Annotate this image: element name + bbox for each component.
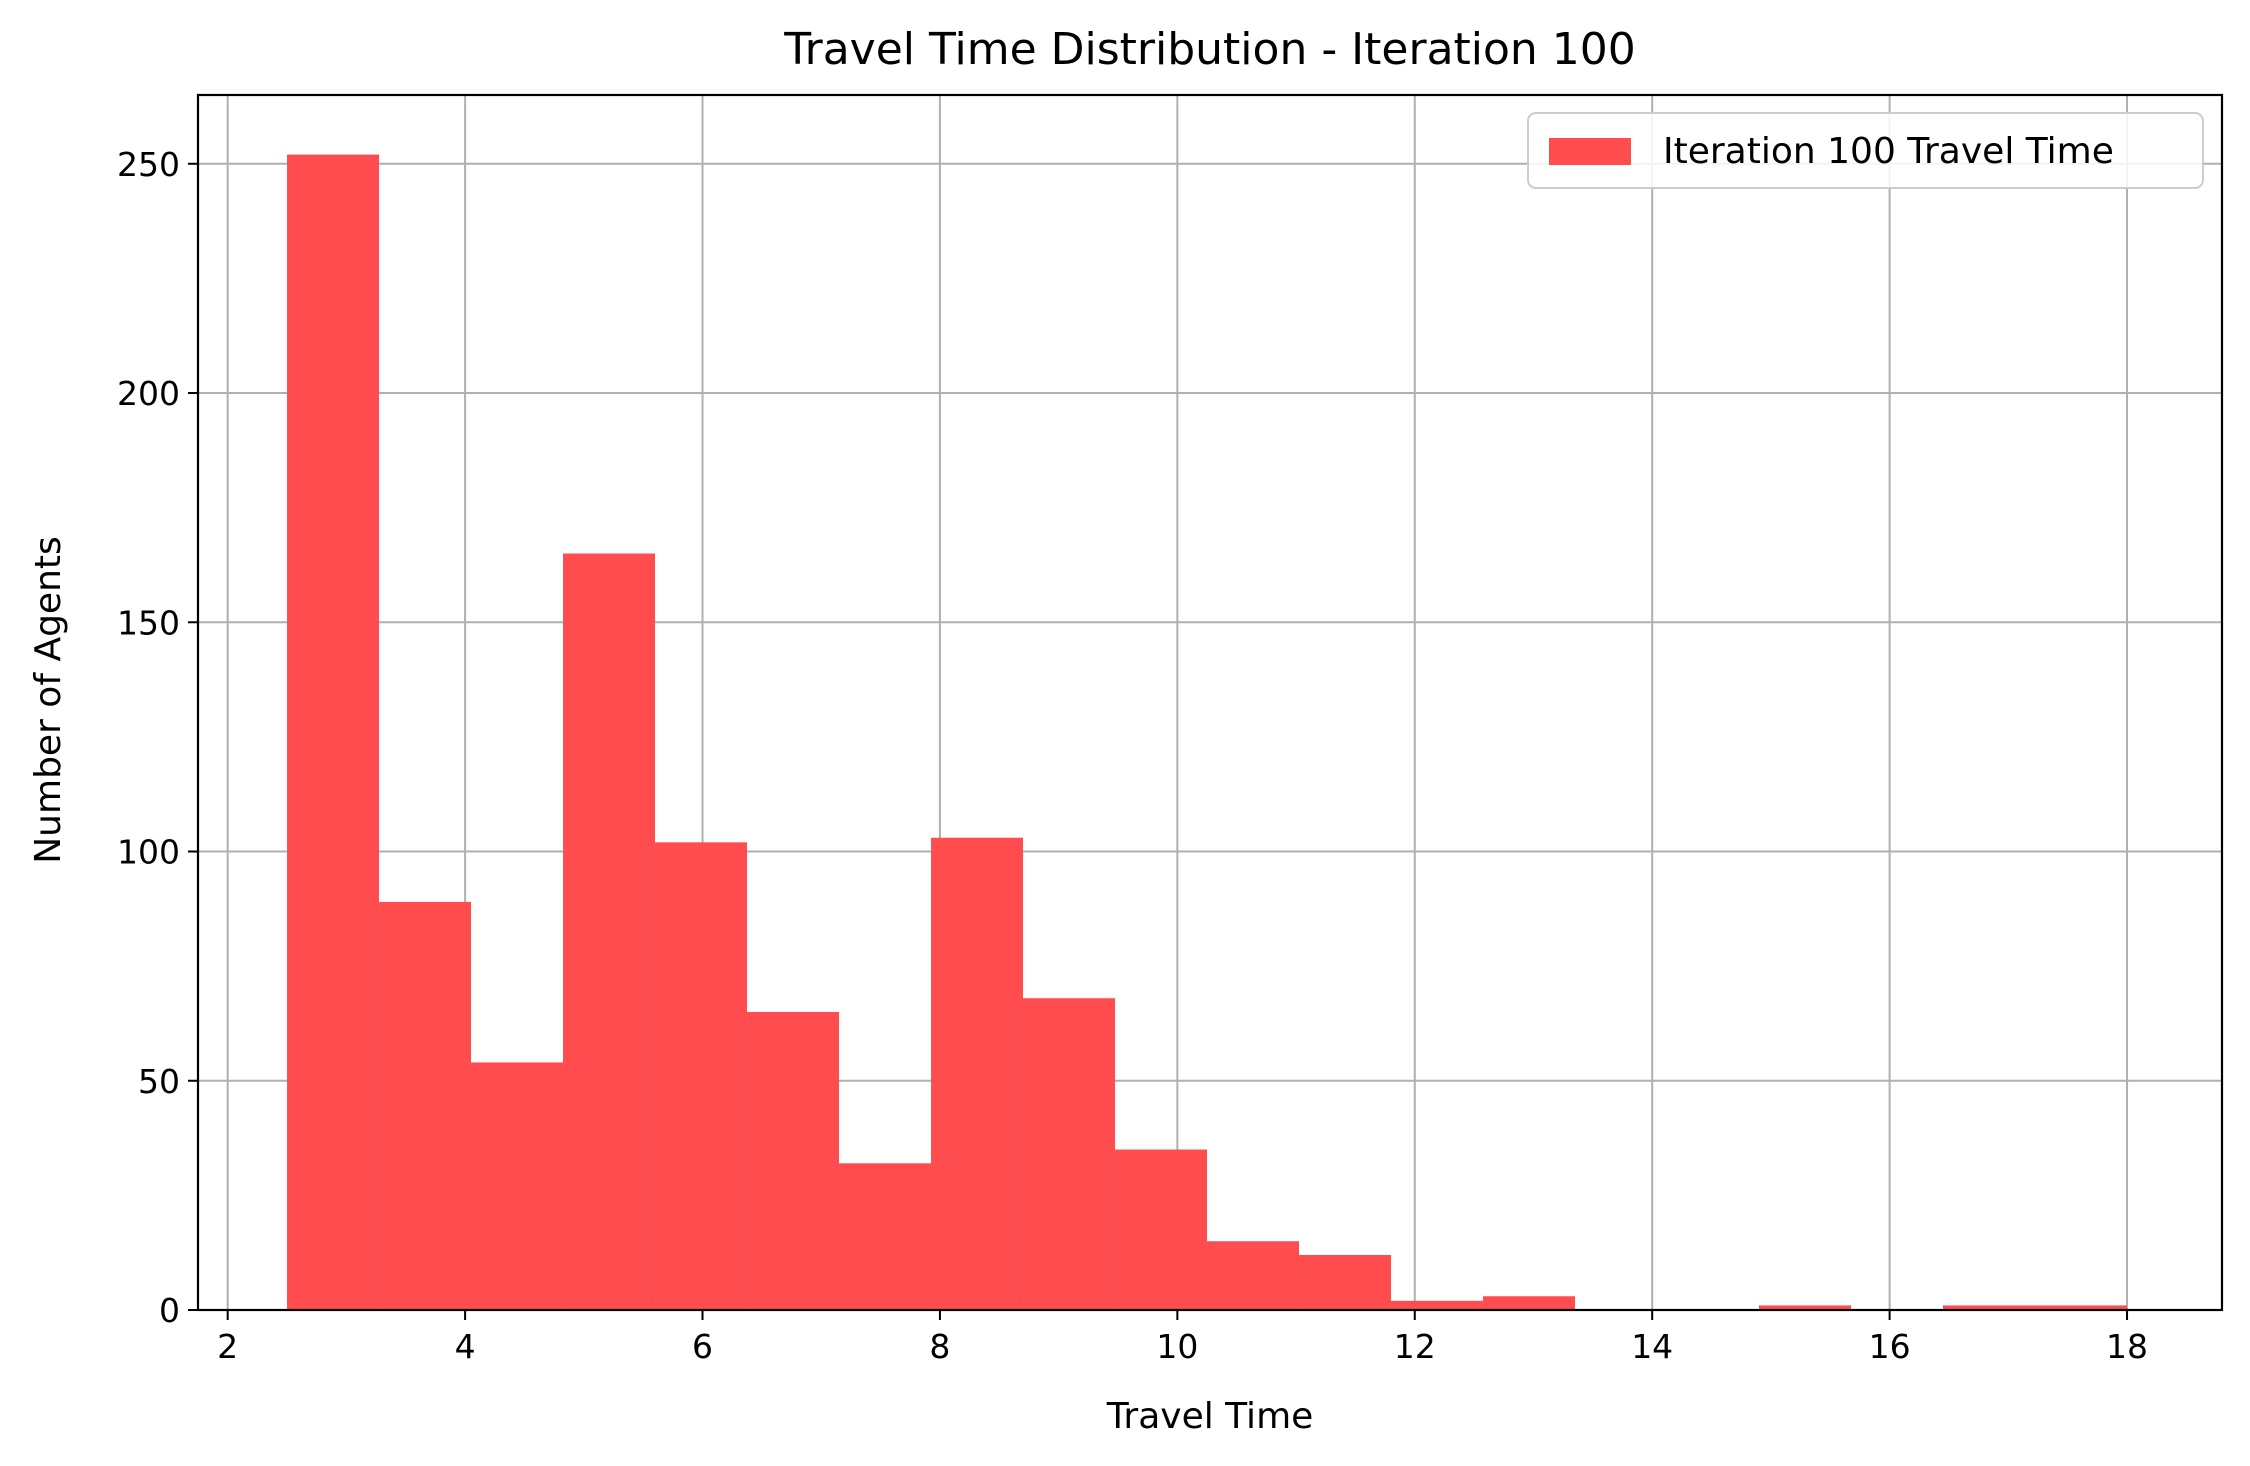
histogram-bar	[1023, 998, 1116, 1310]
histogram-bar	[1299, 1254, 1392, 1310]
histogram-bar	[563, 553, 656, 1310]
legend-box	[1527, 112, 2204, 189]
y-tick-label: 150	[117, 603, 180, 642]
histogram-bar	[379, 901, 472, 1310]
histogram-bar	[287, 154, 380, 1311]
legend-label: Iteration 100 Travel Time	[1663, 131, 2114, 172]
x-tick-label: 4	[455, 1327, 476, 1366]
y-tick-label: 50	[138, 1062, 180, 1101]
y-tick-label: 0	[159, 1291, 180, 1330]
histogram-bar	[931, 837, 1024, 1310]
axis-ticks: 2 4 6 8 10 12 14 16 18 0 50 100 150 200 250	[117, 145, 2148, 1366]
y-tick-label: 250	[117, 145, 180, 184]
x-axis-label: Travel Time	[1106, 1396, 1314, 1437]
histogram-bar	[1115, 1149, 1208, 1310]
x-tick-label: 6	[692, 1327, 713, 1366]
histogram-bar	[747, 1011, 840, 1310]
histogram-bar	[839, 1163, 932, 1310]
chart-title: Travel Time Distribution - Iteration 100	[783, 24, 1636, 75]
y-tick-label: 200	[117, 374, 180, 413]
legend-swatch	[1549, 138, 1631, 165]
histogram-bar	[2035, 1305, 2128, 1310]
histogram-bar	[1391, 1300, 1484, 1310]
histogram-bar	[1207, 1241, 1300, 1310]
histogram-bars	[287, 154, 2128, 1311]
x-tick-label: 8	[929, 1327, 950, 1366]
y-tick-label: 100	[117, 833, 180, 872]
histogram-bar	[1483, 1296, 1576, 1310]
x-tick-label: 12	[1394, 1327, 1436, 1366]
x-tick-label: 10	[1156, 1327, 1198, 1366]
x-tick-label: 14	[1631, 1327, 1673, 1366]
histogram-bar	[1943, 1305, 2036, 1310]
plot-frame	[196, 93, 2224, 1312]
y-axis-label: Number of Agents	[28, 536, 69, 864]
histogram-bar	[471, 1062, 564, 1310]
legend: Iteration 100 Travel Time	[1527, 112, 2204, 189]
x-tick-label: 18	[2106, 1327, 2148, 1366]
x-tick-label: 2	[217, 1327, 238, 1366]
histogram-bar	[1759, 1305, 1852, 1310]
x-tick-label: 16	[1869, 1327, 1911, 1366]
histogram-bar	[655, 842, 748, 1310]
